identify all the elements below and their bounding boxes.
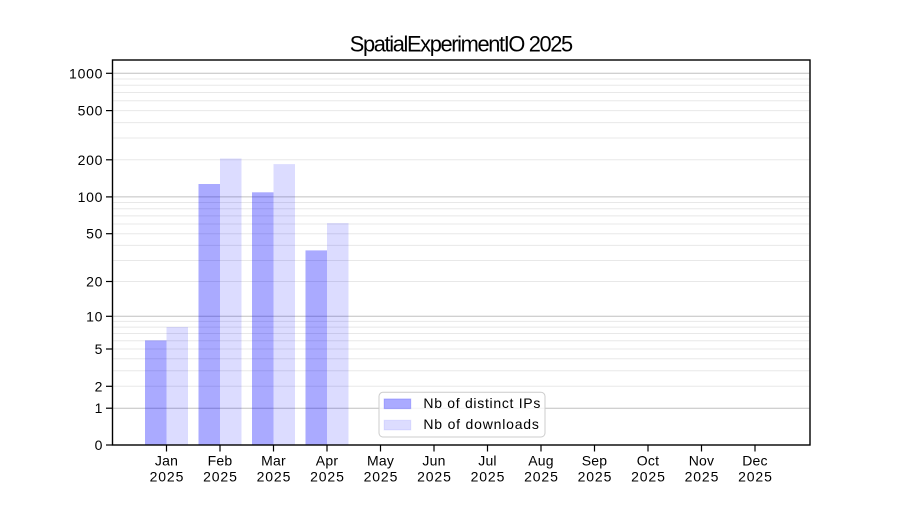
svg-text:50: 50 xyxy=(86,226,103,242)
svg-text:2025: 2025 xyxy=(417,469,452,485)
svg-text:100: 100 xyxy=(78,189,104,205)
svg-text:Apr: Apr xyxy=(316,453,339,469)
svg-text:2025: 2025 xyxy=(150,469,185,485)
svg-text:Feb: Feb xyxy=(208,453,233,469)
svg-text:2025: 2025 xyxy=(631,469,666,485)
svg-text:500: 500 xyxy=(78,103,104,119)
svg-text:2025: 2025 xyxy=(364,469,399,485)
svg-text:2025: 2025 xyxy=(471,469,506,485)
svg-text:Nb of distinct IPs: Nb of distinct IPs xyxy=(423,395,541,411)
svg-text:2025: 2025 xyxy=(738,469,773,485)
svg-text:2025: 2025 xyxy=(578,469,613,485)
svg-text:Nov: Nov xyxy=(689,453,715,469)
svg-text:0: 0 xyxy=(95,437,104,453)
svg-text:200: 200 xyxy=(78,152,104,168)
svg-text:Dec: Dec xyxy=(742,453,768,469)
svg-text:20: 20 xyxy=(86,274,103,290)
svg-text:5: 5 xyxy=(95,341,104,357)
svg-text:SpatialExperimentIO 2025: SpatialExperimentIO 2025 xyxy=(350,32,573,57)
svg-text:2025: 2025 xyxy=(685,469,720,485)
svg-text:Aug: Aug xyxy=(528,453,554,469)
svg-text:2025: 2025 xyxy=(203,469,238,485)
svg-text:Nb of downloads: Nb of downloads xyxy=(423,416,539,432)
svg-text:2025: 2025 xyxy=(310,469,345,485)
svg-text:Sep: Sep xyxy=(582,453,608,469)
svg-text:10: 10 xyxy=(86,308,103,324)
svg-text:Jun: Jun xyxy=(422,453,445,469)
svg-text:1000: 1000 xyxy=(69,65,103,81)
svg-text:Mar: Mar xyxy=(261,453,286,469)
svg-text:Jul: Jul xyxy=(478,453,497,469)
svg-text:May: May xyxy=(367,453,394,469)
svg-text:Oct: Oct xyxy=(637,453,659,469)
svg-text:1: 1 xyxy=(95,400,104,416)
svg-text:2025: 2025 xyxy=(524,469,559,485)
svg-text:2: 2 xyxy=(95,378,104,394)
svg-text:Jan: Jan xyxy=(155,453,178,469)
svg-text:2025: 2025 xyxy=(257,469,292,485)
